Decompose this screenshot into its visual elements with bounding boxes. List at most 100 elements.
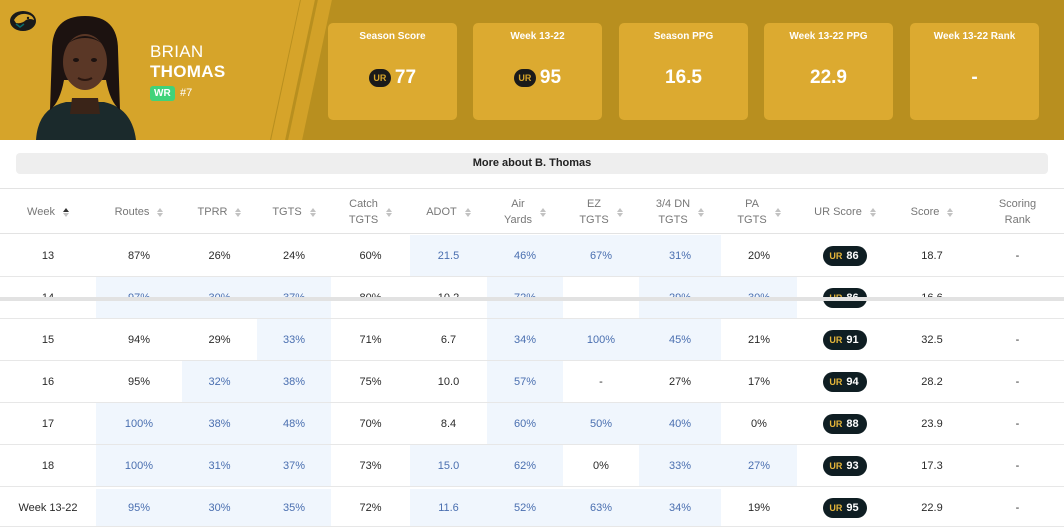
- sort-icon[interactable]: [309, 207, 316, 217]
- column-header-label: Scoring Rank: [998, 198, 1037, 226]
- jersey-number: #7: [180, 87, 193, 99]
- sort-icon[interactable]: [464, 207, 471, 217]
- table-cell: 38%: [182, 403, 257, 444]
- table-cell: 37%: [257, 445, 331, 486]
- table-row: 17 100% 38% 48% 70% 8.4 60% 50% 40% 0% UR 88 23.9 -: [0, 403, 1064, 445]
- table-cell: 15.0: [410, 445, 487, 486]
- stat-card-season-ppg: Season PPG 16.5: [619, 23, 748, 120]
- table-cell: -: [1015, 501, 1020, 514]
- stat-value: 22.9: [810, 67, 847, 88]
- stat-number: 95: [539, 67, 562, 88]
- column-header[interactable]: UR Score: [797, 189, 893, 235]
- column-header[interactable]: Scoring Rank: [971, 189, 1064, 235]
- column-header-label: PA TGTS: [737, 198, 767, 226]
- ur-score-badge: UR 88: [823, 413, 867, 434]
- stat-value: UR 77: [328, 67, 457, 89]
- column-header[interactable]: ADOT: [410, 189, 487, 235]
- column-header[interactable]: PA TGTS: [721, 189, 797, 235]
- table-cell: 33%: [257, 319, 331, 360]
- table-cell: 100%: [96, 445, 182, 486]
- table-cell: 31%: [639, 235, 721, 276]
- sort-icon[interactable]: [774, 207, 781, 217]
- ur-logo-icon: UR: [829, 334, 843, 345]
- sort-icon[interactable]: [539, 207, 546, 217]
- table-cell: 10.0: [437, 375, 460, 388]
- column-header[interactable]: Air Yards: [487, 189, 563, 235]
- table-cell: -: [1015, 417, 1020, 430]
- table-cell: 35%: [257, 489, 331, 526]
- table-cell: 71%: [359, 333, 382, 346]
- table-cell: -: [1015, 459, 1020, 472]
- column-header[interactable]: Catch TGTS: [331, 189, 410, 235]
- table-cell: UR 94: [797, 361, 893, 402]
- table-cell: 13: [41, 249, 55, 262]
- table-cell: 32%: [182, 361, 257, 402]
- table-cell: 95%: [96, 489, 182, 526]
- column-header-label: 3/4 DN TGTS: [655, 198, 691, 226]
- table-cell: 100%: [96, 403, 182, 444]
- table-cell: 52%: [487, 489, 563, 526]
- table-cell: 6.7: [440, 333, 457, 346]
- table-row: 16 95% 32% 38% 75% 10.0 57% - 27% 17% UR 94 28.2 -: [0, 361, 1064, 403]
- sort-icon[interactable]: [235, 207, 242, 217]
- table-row: 13 87% 26% 24% 60% 21.5 46% 67% 31% 20% UR 86 18.7 -: [0, 235, 1064, 277]
- column-header[interactable]: TGTS: [257, 189, 331, 235]
- column-header[interactable]: Routes: [96, 189, 182, 235]
- table-cell: UR 95: [797, 489, 893, 526]
- table-cell: 17: [41, 417, 55, 430]
- ur-score-badge: UR 94: [823, 371, 867, 392]
- table-cell: 16: [41, 375, 55, 388]
- column-header[interactable]: 3/4 DN TGTS: [639, 189, 721, 235]
- sort-icon[interactable]: [157, 207, 164, 217]
- table-cell: 46%: [487, 235, 563, 276]
- player-header: BRIAN THOMAS WR #7 Season Score UR 77 Wee…: [0, 0, 1064, 140]
- table-header-row: Week Routes TPRR TGTS Catch TGTS ADOT Air Yards E…: [0, 188, 1064, 234]
- player-last-name: THOMAS: [150, 62, 226, 81]
- column-header-label: EZ TGTS: [579, 198, 609, 226]
- column-header-label: UR Score: [814, 206, 862, 218]
- stat-label: Week 13-22: [510, 31, 565, 42]
- column-header-label: Score: [910, 206, 940, 218]
- table-cell: 19%: [747, 501, 771, 514]
- sort-icon[interactable]: [698, 207, 705, 217]
- table-cell: 48%: [257, 403, 331, 444]
- sort-icon[interactable]: [869, 207, 876, 217]
- column-header[interactable]: TPRR: [182, 189, 257, 235]
- table-cell: 60%: [487, 403, 563, 444]
- stat-number: 77: [394, 67, 417, 88]
- table-cell: 26%: [208, 249, 231, 262]
- table-cell: 33%: [639, 445, 721, 486]
- table-cell: -: [1015, 249, 1020, 262]
- table-cell: -: [599, 375, 603, 388]
- column-header[interactable]: Score: [893, 189, 971, 235]
- table-cell: 32.5: [921, 333, 943, 346]
- table-cell: 87%: [127, 249, 151, 262]
- ur-logo-icon: UR: [829, 418, 843, 429]
- table-cell: 45%: [639, 319, 721, 360]
- table-cell: -: [1015, 333, 1020, 346]
- table-cell: 8.4: [440, 417, 457, 430]
- sort-icon[interactable]: [386, 207, 393, 217]
- table-cell: 34%: [487, 319, 563, 360]
- column-header-label: Air Yards: [504, 198, 532, 226]
- table-cell: 11.6: [410, 489, 487, 526]
- position-badge: WR: [150, 86, 175, 101]
- table-cell: 31%: [182, 445, 257, 486]
- column-header-label: Catch TGTS: [348, 198, 379, 226]
- ur-logo-icon: UR: [829, 460, 843, 471]
- table-row: 18 100% 31% 37% 73% 15.0 62% 0% 33% 27% UR 93 17.3 -: [0, 445, 1064, 487]
- ur-logo-icon: UR: [368, 69, 391, 87]
- table-cell: 67%: [563, 235, 639, 276]
- sort-icon[interactable]: [947, 207, 954, 217]
- sort-icon[interactable]: [616, 207, 623, 217]
- column-header[interactable]: EZ TGTS: [563, 189, 639, 235]
- sort-icon[interactable]: [62, 207, 69, 217]
- more-about-button[interactable]: More about B. Thomas: [16, 153, 1048, 174]
- jaguar-logo-icon: [10, 11, 36, 31]
- ur-score-value: 91: [846, 333, 859, 346]
- column-header-label: Week: [27, 206, 55, 218]
- column-header-label: TPRR: [197, 206, 228, 218]
- ur-score-value: 88: [846, 417, 859, 430]
- column-header[interactable]: Week: [0, 189, 96, 235]
- column-header-label: Routes: [114, 206, 150, 218]
